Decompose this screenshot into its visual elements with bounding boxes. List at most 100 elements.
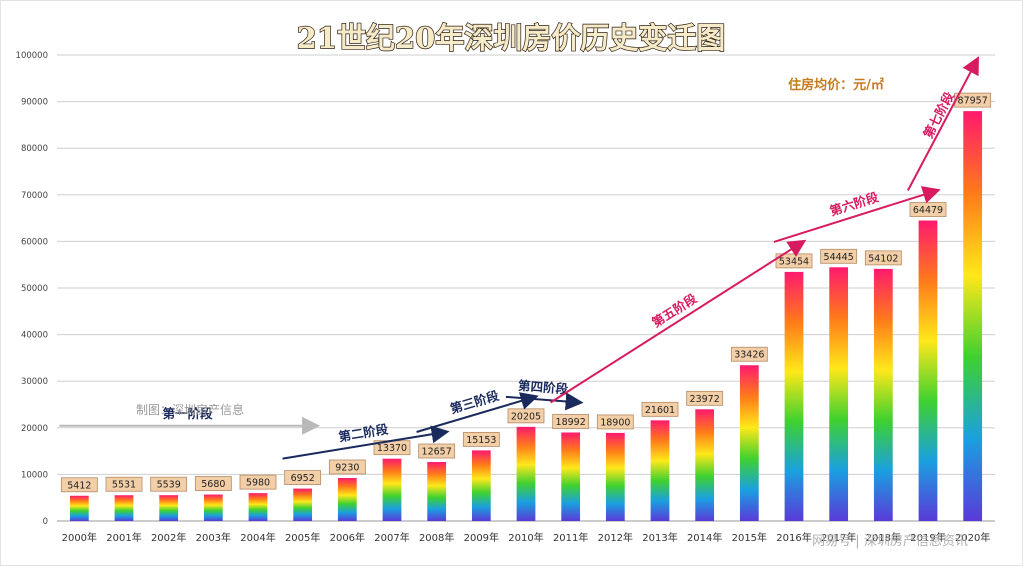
- bar: [963, 111, 983, 522]
- y-tick-label: 10000: [21, 470, 48, 480]
- y-tick-label: 50000: [21, 284, 48, 294]
- data-label-box: [462, 431, 500, 447]
- bar: [516, 426, 536, 521]
- y-tick-label: 100000: [16, 51, 48, 61]
- chart-subtitle: 住房均价：元/㎡: [788, 77, 884, 93]
- stage-arrow: [416, 392, 539, 433]
- data-label-box: [730, 346, 768, 362]
- data-label: 5531: [112, 480, 136, 491]
- stage-label: 第一阶段: [163, 406, 214, 421]
- x-tick-label: 2007年: [374, 531, 409, 544]
- x-tick-label: 2008年: [419, 531, 454, 544]
- data-label-box: [820, 248, 858, 264]
- x-tick-label: 2018年: [866, 531, 901, 544]
- x-tick-label: 2003年: [196, 531, 231, 544]
- y-tick-label: 60000: [21, 237, 48, 247]
- x-tick-label: 2019年: [910, 531, 945, 544]
- data-label: 54102: [868, 253, 898, 264]
- x-tick-label: 2014年: [687, 531, 722, 544]
- data-label: 5680: [201, 479, 225, 490]
- stage-arrow: [550, 239, 807, 404]
- x-axis: 2000年 2001年 2002年 2003年 2004年 2005年 2006年 2007年…: [62, 531, 991, 544]
- data-label-box: [418, 443, 456, 459]
- bar: [561, 432, 581, 521]
- data-label-box: [150, 476, 188, 492]
- x-tick-label: 2017年: [821, 531, 856, 544]
- data-label-box: [194, 476, 232, 491]
- bar: [650, 420, 670, 521]
- x-tick-label: 2004年: [240, 531, 275, 544]
- data-label: 54445: [824, 252, 854, 263]
- x-tick-label: 2011年: [553, 531, 588, 544]
- x-tick-label: 2012年: [598, 531, 633, 544]
- data-label-box: [284, 470, 322, 486]
- x-tick-label: 2016年: [776, 531, 811, 544]
- bar: [471, 450, 491, 521]
- x-tick-label: 2001年: [106, 531, 141, 544]
- stage-arrow: [282, 425, 450, 460]
- data-label: 33426: [734, 350, 764, 361]
- data-label: 9230: [335, 462, 359, 473]
- bar: [695, 409, 715, 521]
- data-label: 18900: [600, 417, 630, 428]
- data-label: 12657: [422, 447, 452, 458]
- y-tick-label: 20000: [21, 424, 48, 434]
- bar: [203, 494, 223, 521]
- bar: [382, 458, 402, 521]
- data-label-box: [60, 477, 98, 493]
- bar: [829, 267, 849, 521]
- y-tick-label: 30000: [21, 377, 48, 387]
- bar: [784, 271, 804, 521]
- y-tick-label: 0: [43, 517, 48, 527]
- data-label-box: [105, 476, 143, 492]
- data-label: 5980: [246, 478, 270, 489]
- data-label: 18992: [556, 417, 586, 428]
- data-label: 21601: [645, 405, 675, 416]
- bar: [69, 495, 89, 521]
- data-label: 13370: [377, 443, 407, 454]
- bars: [69, 111, 983, 522]
- data-label: 23972: [690, 394, 720, 405]
- y-tick-label: 90000: [21, 98, 48, 108]
- bar: [918, 220, 938, 521]
- data-label: 20205: [511, 411, 541, 422]
- watermark: 网易号 | 深圳房产信息资讯: [812, 533, 968, 549]
- x-tick-label: 2013年: [642, 531, 677, 544]
- x-tick-label: 2020年: [955, 531, 990, 544]
- bar: [873, 268, 893, 521]
- x-tick-label: 2005年: [285, 531, 320, 544]
- bar: [293, 488, 313, 521]
- x-tick-label: 2009年: [464, 531, 499, 544]
- stage-arrow: [505, 392, 584, 411]
- bar: [248, 493, 268, 521]
- data-label: 6952: [291, 473, 315, 484]
- data-label-box: [596, 414, 634, 430]
- data-label: 15153: [466, 435, 496, 446]
- data-label-box: [686, 390, 724, 406]
- x-tick-label: 2002年: [151, 531, 186, 544]
- stage-arrow: [907, 56, 980, 191]
- data-label-box: [552, 414, 590, 429]
- data-label: 87957: [958, 96, 988, 107]
- data-label-box: [641, 401, 679, 417]
- data-label: 5412: [67, 480, 91, 491]
- data-label: 5539: [157, 480, 181, 491]
- x-tick-label: 2000年: [62, 531, 97, 544]
- chart-title: 21世纪20年深圳房价历史变迁图: [297, 21, 726, 55]
- y-tick-label: 70000: [21, 191, 48, 201]
- bar: [427, 462, 447, 521]
- data-label: 53454: [779, 256, 809, 267]
- data-label-box: [328, 459, 366, 475]
- stage-arrow: [773, 186, 941, 243]
- bar: [337, 477, 357, 521]
- x-tick-label: 2015年: [732, 531, 767, 544]
- bar: [739, 365, 759, 521]
- bar: [605, 432, 625, 521]
- data-label-box: [239, 474, 277, 490]
- y-axis: 0 10000 20000 30000 40000 50000 60000 70000 8000…: [16, 51, 48, 527]
- data-label-box: [864, 250, 902, 266]
- bar: [159, 495, 179, 521]
